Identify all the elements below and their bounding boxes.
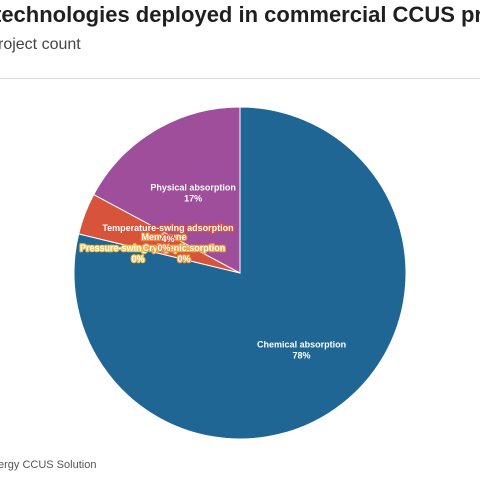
chart-title: technologies deployed in commercial CCUS…: [0, 2, 480, 27]
slice-label-cryogenic-sorption: Cryogenic sorption: [143, 243, 226, 253]
slice-percent-chemical-absorption: 78%: [293, 350, 311, 360]
slice-percent-membrane: 0%: [157, 243, 170, 253]
slice-percent-physical-absorption: 17%: [184, 194, 202, 204]
pie-slices: [73, 106, 407, 440]
slice-percent-cryogenic-sorption: 0%: [177, 254, 190, 264]
slice-label-membrane: Membrane: [141, 232, 186, 242]
slice-label-temperature-swing-adsorption: Temperature-swing adsorption: [102, 223, 233, 233]
header-divider: [0, 78, 480, 79]
slice-label-pressure-swing-adsorption: Pressure-swing adsorption: [80, 243, 196, 253]
slice-label-chemical-absorption: Chemical absorption: [257, 339, 346, 349]
slice-percent-pressure-swing-adsorption: 0%: [131, 254, 144, 264]
pie-slice-physical-absorption[interactable]: [93, 106, 241, 274]
slice-percent-temperature-swing-adsorption: 4%: [161, 234, 174, 244]
source-note: ergy CCUS Solution: [0, 459, 97, 471]
chart-subtitle: roject count: [0, 36, 81, 53]
slice-label-physical-absorption: Physical absorption: [150, 183, 236, 193]
